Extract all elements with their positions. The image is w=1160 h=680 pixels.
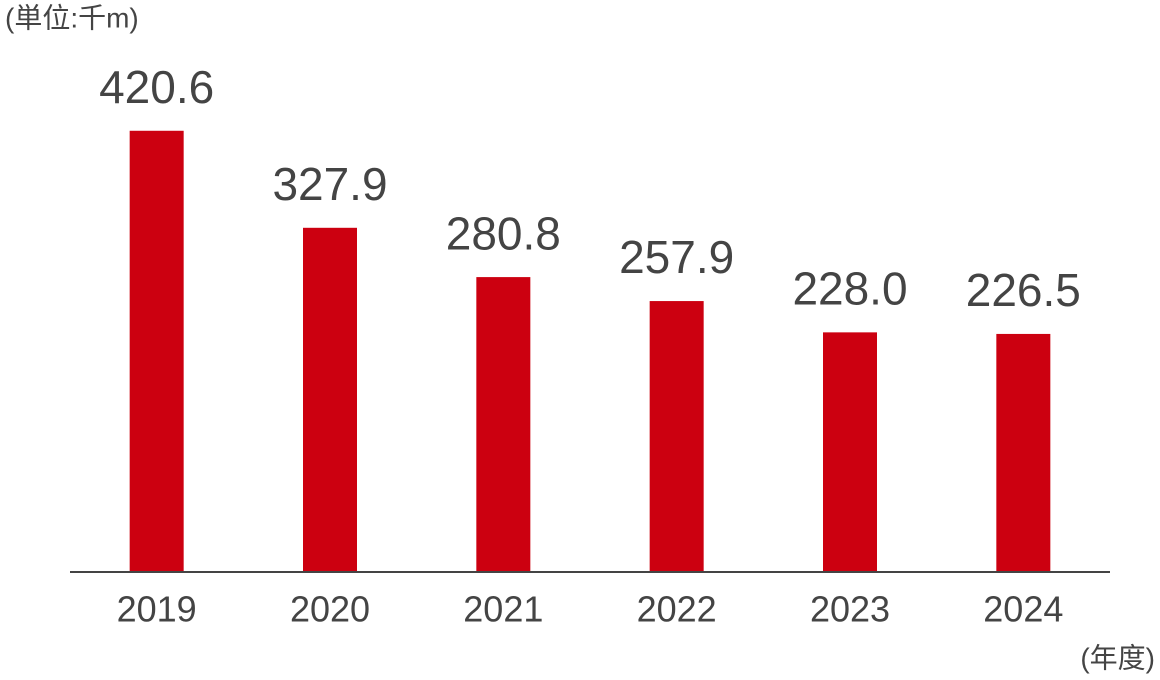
value-label: 257.9 [619,231,734,283]
bar [303,227,357,571]
bar [649,301,704,571]
value-label: 280.8 [446,207,561,259]
x-tick-label: 2024 [983,589,1063,630]
value-label: 327.9 [272,158,387,210]
bar [996,333,1051,571]
x-unit: (年度) [1080,642,1155,673]
y-unit: (単位:千m) [5,2,139,33]
x-tick-label: 2023 [810,589,890,630]
x-tick-label: 2021 [463,589,543,630]
bar [129,130,184,571]
bar [823,332,877,571]
x-tick-label: 2020 [290,589,370,630]
value-label: 226.5 [966,264,1081,316]
bar [476,277,531,571]
x-tick-label: 2019 [117,589,197,630]
x-tick-label: 2022 [637,589,717,630]
value-label: 420.6 [99,61,214,113]
value-label: 228.0 [792,263,907,315]
